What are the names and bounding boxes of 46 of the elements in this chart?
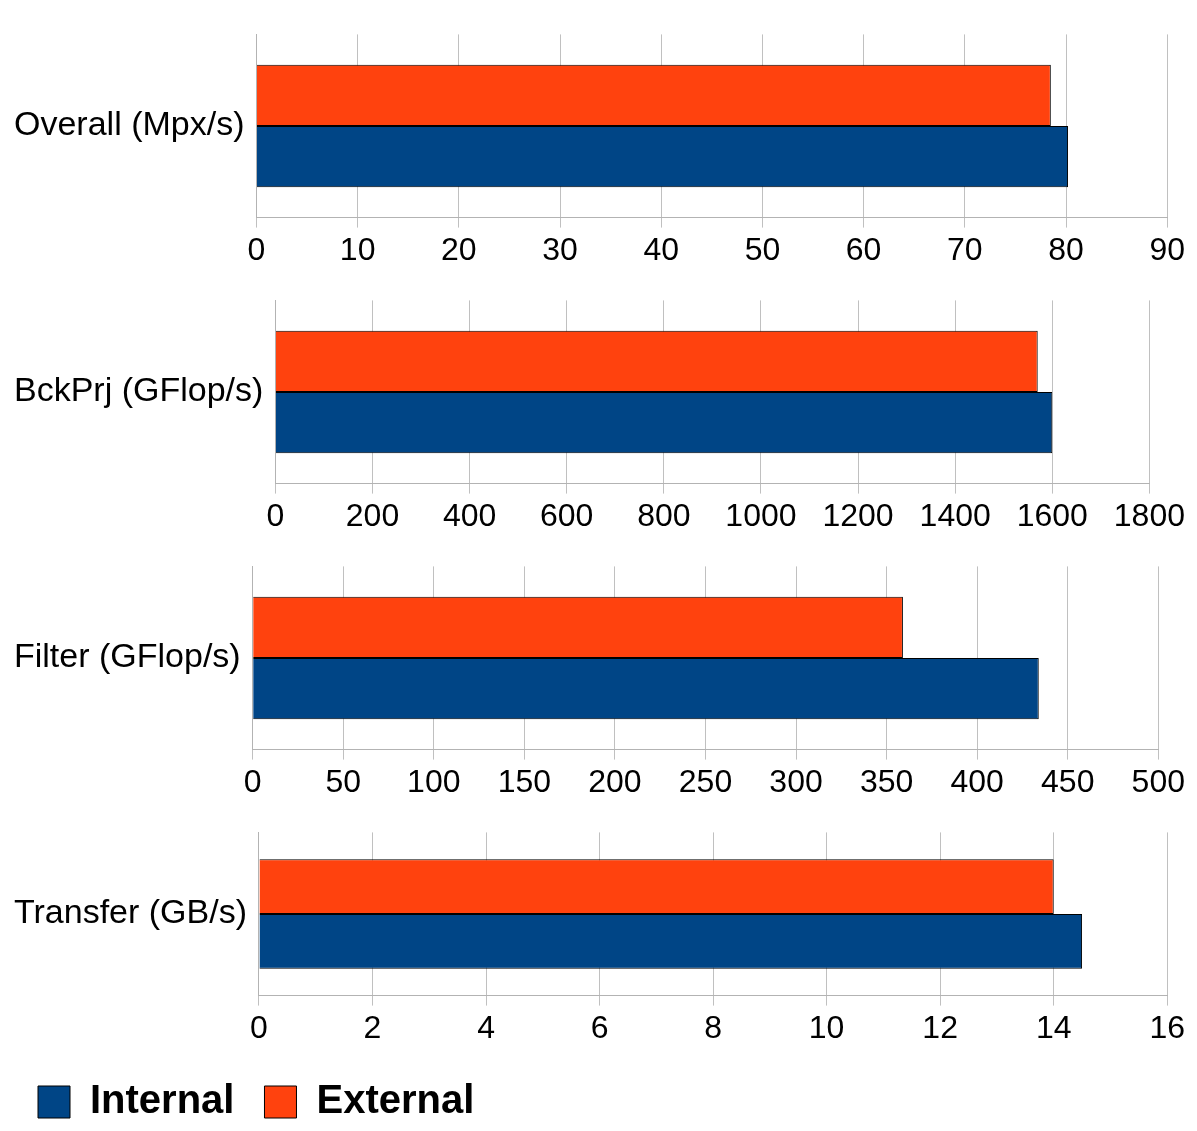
x-tick-label: 400 [950,762,1004,799]
x-tick-label: 800 [637,496,691,533]
x-tick-label: 500 [1131,762,1185,799]
x-tick-label: 1800 [1113,496,1185,533]
legend-label: Internal [90,1077,235,1122]
x-tick-label: 10 [339,230,376,267]
x-tick-label: 16 [1149,1008,1185,1045]
x-tick-label: 60 [845,230,882,267]
x-tick-label: 0 [247,230,266,267]
x-tick-label: 20 [441,230,477,267]
x-tick-label: 70 [947,230,983,267]
x-tick-label: 150 [497,762,552,799]
x-tick-label: 300 [769,762,823,799]
x-tick-label: 1400 [919,496,991,533]
x-tick-label: 10 [808,1008,845,1045]
x-tick-label: 30 [542,230,578,267]
y-tick-label: Filter (GFlop/s) [13,636,241,675]
x-tick-label: 1600 [1016,496,1088,533]
legend-label: External [316,1077,475,1122]
x-tick-label: 2 [363,1008,382,1045]
x-tick-label: 250 [678,762,733,799]
x-tick-label: 80 [1048,230,1084,267]
x-tick-label: 50 [744,230,781,267]
x-tick-label: 40 [643,230,680,267]
x-tick-label: 0 [250,1008,268,1045]
x-tick-label: 6 [590,1008,609,1045]
x-tick-label: 600 [540,496,594,533]
x-tick-label: 12 [922,1008,958,1045]
x-tick-label: 1000 [725,496,797,533]
y-tick-label: Overall (Mpx/s) [13,104,245,143]
x-tick-label: 50 [325,762,362,799]
x-tick-label: 8 [704,1008,722,1045]
x-tick-label: 1200 [822,496,894,533]
x-tick-label: 4 [477,1008,495,1045]
x-tick-label: 14 [1035,1008,1072,1045]
y-tick-label: BckPrj (GFlop/s) [14,370,264,409]
x-tick-label: 200 [345,496,400,533]
x-tick-label: 0 [266,496,285,533]
y-tick-label: Transfer (GB/s) [13,892,247,931]
x-tick-label: 350 [859,762,914,799]
x-tick-label: 450 [1041,762,1095,799]
x-tick-label: 200 [588,762,642,799]
x-tick-label: 400 [442,496,497,533]
x-tick-label: 0 [243,762,262,799]
x-tick-label: 90 [1149,230,1185,267]
x-tick-label: 100 [407,762,461,799]
